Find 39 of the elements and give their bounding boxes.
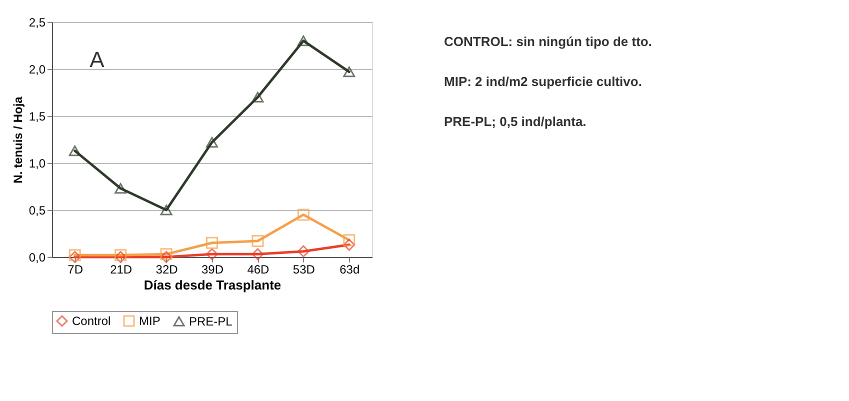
point	[297, 208, 310, 221]
point	[206, 248, 218, 260]
legend-label: PRE-PL	[189, 314, 233, 328]
point	[343, 66, 356, 78]
legend-label: MIP	[139, 314, 160, 328]
point	[297, 245, 310, 258]
point	[206, 236, 218, 249]
x-tick-label: 63d	[340, 262, 360, 276]
annotation: A	[90, 47, 105, 72]
text: CONTROL: sin ningún tipo de tto.	[444, 34, 652, 49]
point	[252, 248, 264, 260]
y-tick-label: 0,0	[28, 250, 46, 264]
text: PRE-PL; 0,5 ind/planta.	[444, 114, 586, 129]
point	[160, 251, 172, 263]
point	[297, 36, 310, 46]
x-tick-label: 7D	[68, 262, 84, 276]
x-tick-label: 53D	[292, 262, 316, 276]
y-tick-label: 2,0	[28, 62, 46, 76]
point	[343, 234, 356, 246]
x-tick-label: 39D	[201, 262, 224, 276]
point	[68, 145, 81, 156]
x-tick-label: 32D	[156, 262, 178, 276]
x-axis-title: Días desde Trasplante	[144, 278, 282, 292]
point	[252, 235, 264, 248]
point	[252, 92, 264, 102]
x-tick-label: 21D	[110, 262, 132, 276]
point	[206, 137, 218, 148]
point	[160, 204, 172, 216]
x-tick-label: 46D	[247, 262, 270, 276]
point	[114, 183, 127, 194]
point	[160, 248, 172, 260]
y-tick-label: 1,5	[28, 110, 46, 124]
text: MIP: 2 ind/m2 superficie cultivo.	[444, 74, 642, 89]
point	[343, 238, 356, 251]
y-tick-label: 2,5	[28, 16, 46, 30]
y-tick-label: 1,0	[28, 156, 46, 170]
legend-label: Control	[72, 314, 111, 328]
y-axis-title: N. tenuis / Hoja	[10, 96, 25, 184]
y-tick-label: 0,5	[28, 204, 46, 218]
